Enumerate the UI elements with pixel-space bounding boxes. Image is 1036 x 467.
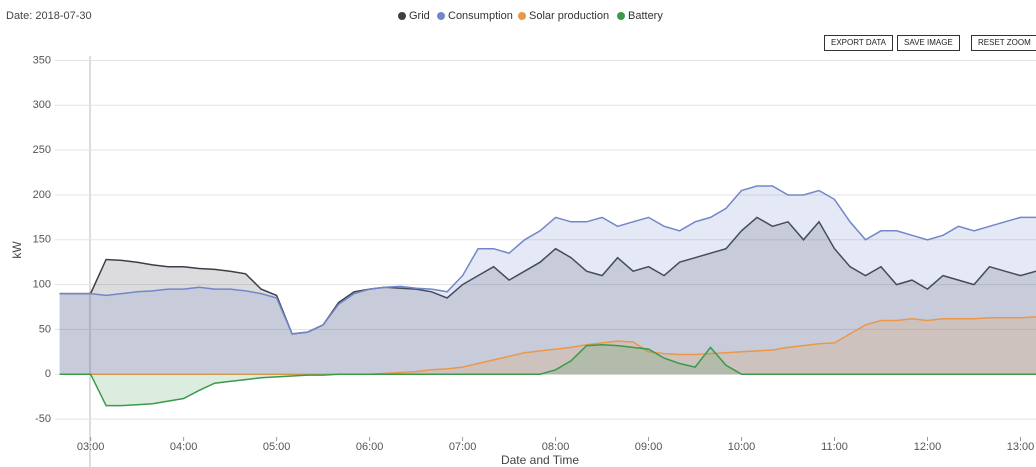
x-tick-label: 07:00: [449, 441, 477, 453]
series-area: [59, 186, 1036, 375]
legend-label: Grid: [409, 10, 430, 22]
x-axis-label: Date and Time: [501, 453, 579, 467]
series-line: [59, 185, 1036, 335]
x-tick-label: 08:00: [542, 441, 570, 453]
x-tick-label: 04:00: [170, 441, 198, 453]
date-label: Date: 2018-07-30: [6, 10, 92, 22]
y-tick-label: 250: [33, 144, 51, 156]
reset-zoom-button[interactable]: RESET ZOOM: [971, 35, 1036, 51]
legend-marker: [398, 12, 406, 20]
legend-marker: [437, 12, 445, 20]
legend-label: Solar production: [529, 10, 609, 22]
x-tick-label: 10:00: [728, 441, 756, 453]
x-tick-label: 12:00: [914, 441, 942, 453]
series-area: [59, 316, 1036, 375]
y-axis-label: kW: [10, 241, 24, 259]
save-button[interactable]: SAVE IMAGE: [897, 35, 960, 51]
series-area: [59, 344, 1036, 406]
y-tick-label: 100: [33, 279, 51, 291]
y-tick-label: 0: [45, 368, 51, 380]
x-tick-label: 03:00: [77, 441, 105, 453]
series-line: [59, 316, 1036, 375]
y-tick-label: 150: [33, 234, 51, 246]
export-button[interactable]: EXPORT DATA: [824, 35, 893, 51]
series-area: [59, 217, 1036, 375]
y-tick-label: 300: [33, 99, 51, 111]
x-tick-label: 13:00: [1007, 441, 1035, 453]
legend-marker: [518, 12, 526, 20]
legend-label: Battery: [628, 10, 663, 22]
series-line: [59, 343, 1036, 407]
series-line: [59, 216, 1036, 335]
x-tick-label: 05:00: [263, 441, 291, 453]
x-tick-label: 09:00: [635, 441, 663, 453]
y-tick-label: 50: [39, 323, 51, 335]
x-tick-label: 06:00: [356, 441, 384, 453]
legend-marker: [617, 12, 625, 20]
y-tick-label: -50: [35, 413, 51, 425]
x-tick-label: 11:00: [821, 441, 848, 453]
y-tick-label: 350: [33, 54, 51, 66]
legend-label: Consumption: [448, 10, 513, 22]
y-tick-label: 200: [33, 189, 51, 201]
